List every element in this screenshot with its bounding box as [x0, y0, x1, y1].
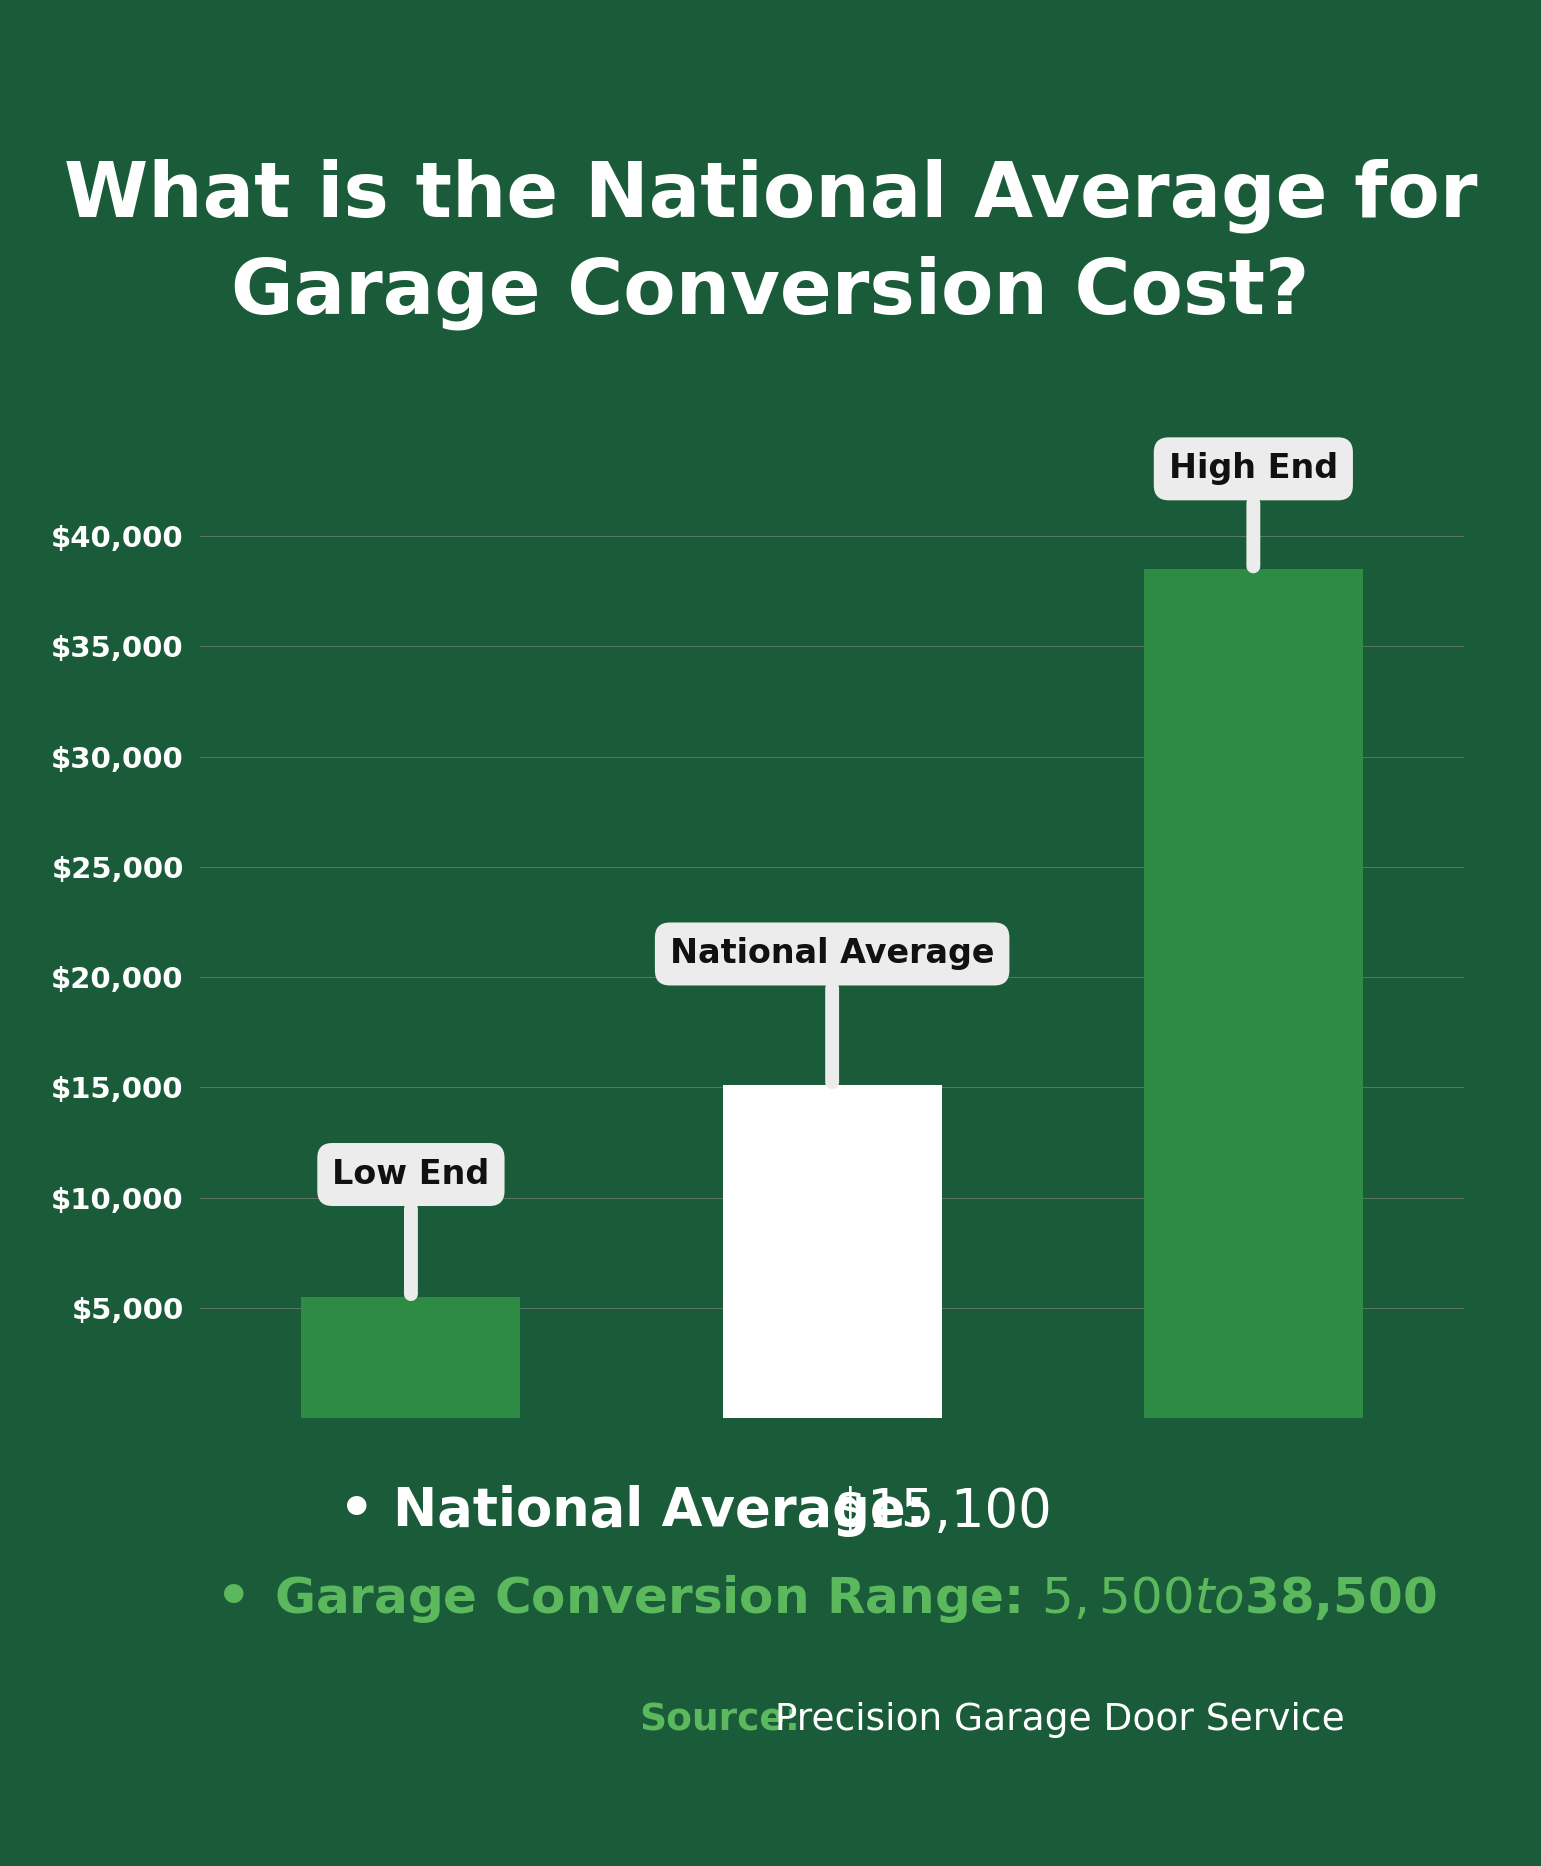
Text: What is the National Average for: What is the National Average for — [63, 159, 1478, 233]
Text: Low End: Low End — [333, 1159, 490, 1295]
Text: Garage Conversion Cost?: Garage Conversion Cost? — [231, 256, 1310, 330]
Text: $15,100: $15,100 — [817, 1485, 1051, 1538]
Bar — [723, 1086, 942, 1418]
Text: Garage Conversion Range: $5,500 to $38,500: Garage Conversion Range: $5,500 to $38,5… — [274, 1573, 1438, 1625]
Text: National Average:: National Average: — [393, 1485, 926, 1538]
Bar — [302, 1297, 521, 1418]
Text: •: • — [216, 1573, 251, 1625]
Text: High End: High End — [1168, 452, 1338, 567]
Text: National Average: National Average — [670, 937, 994, 1082]
Text: •: • — [339, 1485, 374, 1538]
Text: Precision Garage Door Service: Precision Garage Door Service — [763, 1702, 1345, 1739]
Bar — [1143, 569, 1362, 1418]
Text: Source:: Source: — [640, 1702, 800, 1739]
